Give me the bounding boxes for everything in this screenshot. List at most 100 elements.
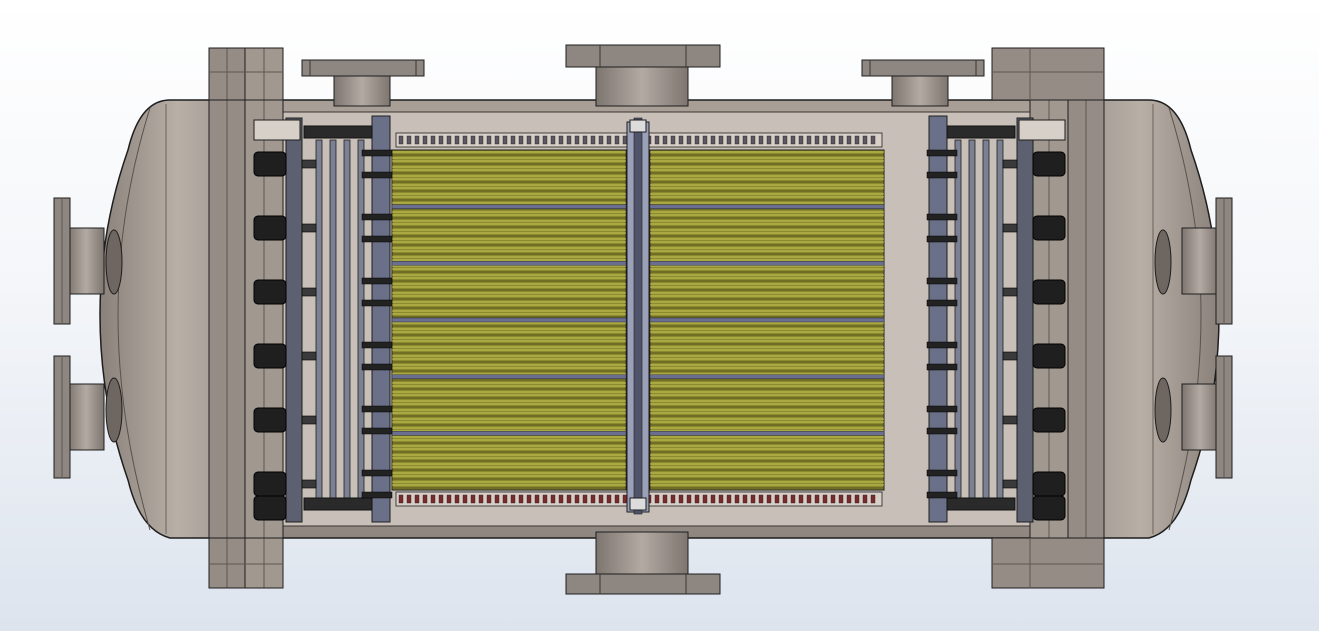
side-nozzles: [53, 197, 1233, 479]
spacer-tooth: [710, 135, 716, 145]
spacer-tooth: [462, 494, 468, 504]
spacer-tooth: [870, 494, 876, 504]
spacer-tooth: [822, 135, 828, 145]
divider-top-clip: [629, 119, 647, 133]
connector-tab: [926, 363, 958, 371]
plug-stem: [301, 287, 317, 297]
spacer-tooth: [814, 494, 820, 504]
baffle-plate: [954, 139, 962, 505]
connector-tab: [361, 427, 393, 435]
spacer-tooth: [790, 494, 796, 504]
section-separator: [391, 431, 627, 436]
spacer-tooth: [598, 494, 604, 504]
spacer-tooth: [774, 494, 780, 504]
spacer-tooth: [798, 135, 804, 145]
spacer-tooth: [862, 135, 868, 145]
end-plug: [253, 407, 287, 433]
spacer-tooth: [830, 135, 836, 145]
plug-stem: [301, 479, 317, 489]
spacer-tooth: [550, 135, 556, 145]
connector-tab: [926, 149, 958, 157]
spacer-tooth: [766, 494, 772, 504]
connector-tab: [361, 299, 393, 307]
spacer-tooth: [702, 494, 708, 504]
connector-tab: [926, 171, 958, 179]
spacer-tooth: [606, 135, 612, 145]
section-separator: [649, 204, 885, 209]
spacer-tooth: [590, 135, 596, 145]
spacer-tooth: [502, 494, 508, 504]
center-divider: [626, 117, 650, 515]
end-plug: [253, 151, 287, 177]
spacer-tooth: [542, 135, 548, 145]
section-separator: [391, 204, 627, 209]
connector-tab: [361, 469, 393, 477]
spacer-tooth: [478, 494, 484, 504]
divider-core: [633, 117, 643, 515]
section-separator: [649, 431, 885, 436]
end-plug: [253, 495, 287, 521]
spacer-tooth: [494, 494, 500, 504]
spacer-tooth: [622, 135, 628, 145]
spacer-tooth: [766, 135, 772, 145]
end-plug: [253, 343, 287, 369]
spacer-tooth: [526, 135, 532, 145]
bottom-center-nozzle: [565, 531, 721, 595]
plug-stem: [1002, 287, 1018, 297]
right-end-pack: [926, 115, 1066, 523]
baffle-plate: [968, 139, 976, 505]
end-plug: [253, 279, 287, 305]
spacer-tooth: [774, 135, 780, 145]
spacer-tooth: [406, 135, 412, 145]
spacer-tooth: [614, 494, 620, 504]
right-tube-bundle: [649, 149, 885, 491]
top-frame-rail: [303, 125, 373, 139]
spacer-tooth: [678, 494, 684, 504]
right-nozzle-upper: [1181, 197, 1233, 325]
right-head-opening: [1154, 229, 1172, 295]
spacer-tooth: [854, 494, 860, 504]
spacer-tooth: [790, 135, 796, 145]
spacer-tooth: [518, 135, 524, 145]
spacer-tooth: [510, 135, 516, 145]
spacer-tooth: [438, 135, 444, 145]
spacer-tooth: [622, 494, 628, 504]
spacer-tooth: [606, 494, 612, 504]
spacer-tooth: [486, 135, 492, 145]
plug-stem: [1002, 415, 1018, 425]
spacer-tooth: [758, 494, 764, 504]
top-frame-rail: [946, 125, 1016, 139]
top-left-nozzle: [301, 59, 425, 107]
end-plug: [1032, 215, 1066, 241]
spacer-tooth: [558, 135, 564, 145]
connector-tab: [361, 235, 393, 243]
tubesheet-icon: [285, 117, 303, 523]
spacer-tooth: [406, 494, 412, 504]
end-plug: [1032, 495, 1066, 521]
spacer-tooth: [854, 135, 860, 145]
spacer-tooth: [486, 494, 492, 504]
spacer-tooth: [734, 135, 740, 145]
left-end-pack: [253, 115, 393, 523]
baffle-plate: [982, 139, 990, 505]
spacer-tooth: [806, 494, 812, 504]
tubesheet-icon: [1016, 117, 1034, 523]
spacer-tooth: [750, 494, 756, 504]
spacer-tooth: [782, 135, 788, 145]
right-nozzle-lower: [1181, 355, 1233, 479]
connector-tab: [926, 235, 958, 243]
top-right-nozzle: [861, 59, 985, 107]
left-dished-head: [99, 99, 231, 539]
spacer-tooth: [862, 494, 868, 504]
spacer-tooth: [494, 135, 500, 145]
spacer-tooth: [822, 494, 828, 504]
spacer-tooth: [422, 135, 428, 145]
left-head-opening: [105, 229, 123, 295]
end-plug: [1032, 471, 1066, 497]
plug-stem: [301, 223, 317, 233]
connector-tab: [361, 277, 393, 285]
spacer-tooth: [678, 135, 684, 145]
plug-stem: [301, 351, 317, 361]
left-nozzle-upper: [53, 197, 105, 325]
